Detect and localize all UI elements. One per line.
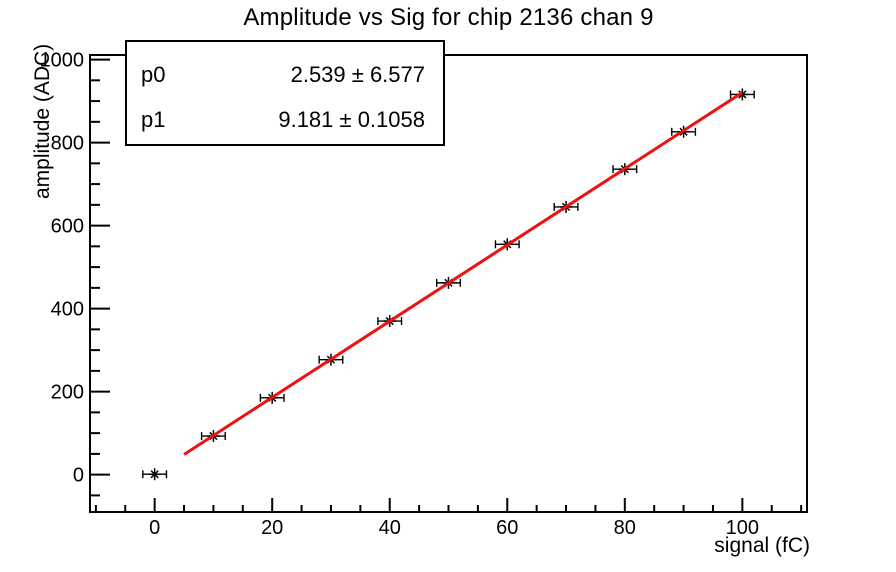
fit-line (183, 91, 744, 456)
y-axis-title: amplitude (ADC) (31, 43, 54, 199)
y-tick-label: 0 (73, 465, 84, 487)
x-tick-label: 0 (149, 517, 160, 539)
y-tick-label: 800 (51, 133, 84, 155)
x-tick-label: 60 (496, 517, 518, 539)
data-point-marker (150, 470, 159, 479)
x-tick-label: 20 (261, 517, 283, 539)
stats-row-p0: p0 2.539 ± 6.577 (141, 62, 425, 88)
data-point-marker (738, 90, 747, 99)
y-tick-label: 200 (51, 382, 84, 404)
x-tick-label: 100 (726, 517, 759, 539)
chart-title: Amplitude vs Sig for chip 2136 chan 9 (243, 4, 654, 31)
param-value: 9.181 ± 0.1058 (278, 106, 425, 132)
stats-row-p1: p1 9.181 ± 0.1058 (141, 107, 425, 133)
param-value: 2.539 ± 6.577 (290, 61, 425, 87)
fit-stats-box: p0 2.539 ± 6.577 p1 9.181 ± 0.1058 (125, 40, 445, 146)
x-axis-title: signal (fC) (714, 534, 810, 557)
y-tick-label: 600 (51, 216, 84, 238)
x-tick-label: 40 (379, 517, 401, 539)
param-name: p0 (141, 61, 166, 87)
param-name: p1 (141, 106, 166, 132)
y-tick-label: 1000 (40, 50, 85, 72)
y-tick-label: 400 (51, 299, 84, 321)
x-tick-label: 80 (614, 517, 636, 539)
